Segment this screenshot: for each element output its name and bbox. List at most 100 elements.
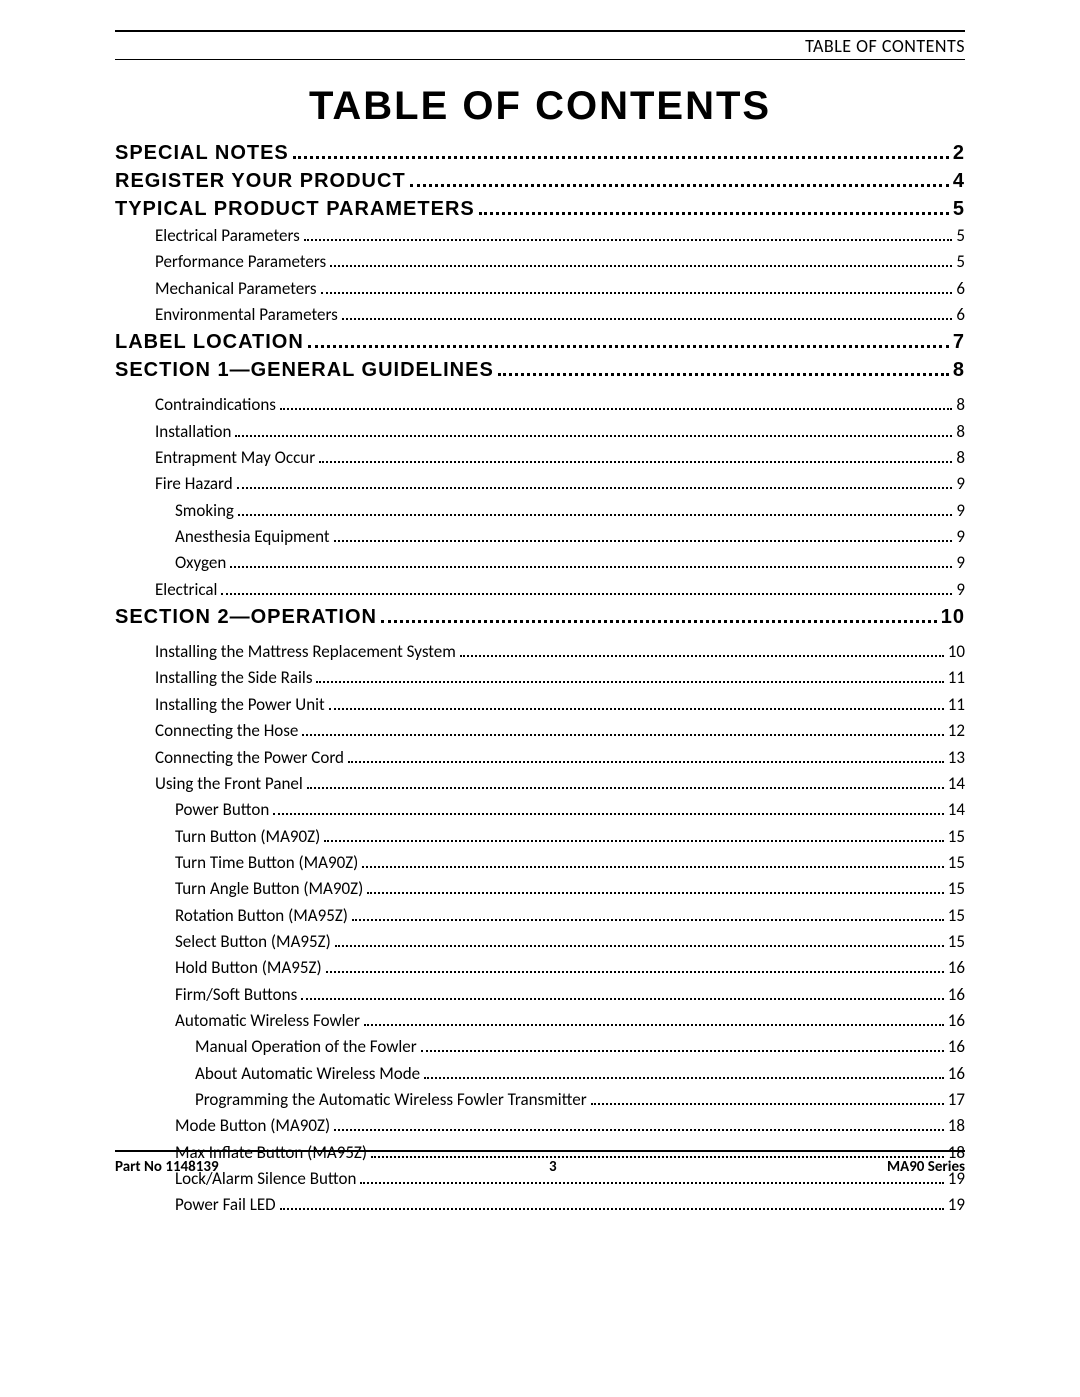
toc-entry-page: 15: [948, 876, 965, 902]
toc-entry-page: 16: [948, 1008, 965, 1034]
toc-entry: Manual Operation of the Fowler16: [115, 1034, 965, 1060]
toc-entry-page: 15: [948, 824, 965, 850]
toc-entry-page: 11: [948, 665, 965, 691]
toc-leader-dots: [335, 932, 944, 947]
toc-entry-page: 4: [953, 167, 965, 195]
page: TABLE OF CONTENTS Table Of Contents Spec…: [115, 30, 965, 1219]
toc-entry-label: Mode Button (MA90Z): [175, 1113, 330, 1139]
toc-leader-dots: [334, 527, 953, 542]
toc-leader-dots: [237, 474, 953, 489]
toc-entry: Installing the Side Rails 11: [115, 665, 965, 691]
toc-entry: Programming the Automatic Wireless Fowle…: [115, 1087, 965, 1113]
toc-entry-page: 9: [956, 498, 965, 524]
toc-leader-dots: [342, 305, 953, 320]
toc-entry-label: Using the Front Panel: [155, 771, 303, 797]
toc-leader-dots: [304, 226, 953, 241]
toc-entry-label: Turn Time Button (MA90Z): [175, 850, 358, 876]
toc-entry: Turn Button (MA90Z) 15: [115, 824, 965, 850]
toc-leader-dots: [321, 278, 953, 293]
toc-entry-page: 18: [948, 1113, 965, 1139]
toc-entry-page: 14: [948, 771, 965, 797]
toc-entry: Environmental Parameters6: [115, 302, 965, 328]
toc-leader-dots: [421, 1037, 944, 1052]
toc-entry-label: Smoking: [175, 498, 234, 524]
toc-entry: Anesthesia Equipment 9: [115, 524, 965, 550]
toc-entry-label: Connecting the Hose: [155, 718, 298, 744]
toc-entry-label: Fire Hazard: [155, 471, 233, 497]
toc-leader-dots: [238, 500, 952, 515]
toc-entry: Rotation Button (MA95Z)15: [115, 903, 965, 929]
toc-entry-label: Oxygen: [175, 550, 226, 576]
toc-leader-dots: [273, 800, 944, 815]
toc-entry-page: 7: [953, 328, 965, 356]
toc-entry-page: 19: [948, 1192, 965, 1218]
toc-entry-page: 12: [948, 718, 965, 744]
toc-entry-label: Connecting the Power Cord: [155, 745, 344, 771]
toc-entry-page: 2: [953, 139, 965, 167]
toc-leader-dots: [324, 826, 943, 841]
toc-entry-label: Performance Parameters: [155, 249, 326, 275]
toc-entry: Installing the Mattress Replacement Syst…: [115, 639, 965, 665]
toc-entry-label: Anesthesia Equipment: [175, 524, 330, 550]
toc-entry: Label Location7: [115, 328, 965, 356]
toc-entry-label: Programming the Automatic Wireless Fowle…: [195, 1087, 587, 1113]
toc-entry-page: 6: [956, 302, 965, 328]
toc-entry-label: Turn Angle Button (MA90Z): [175, 876, 363, 902]
page-title: Table Of Contents: [115, 84, 965, 129]
toc-leader-dots: [302, 721, 943, 736]
toc-leader-dots: [329, 695, 944, 710]
toc-leader-dots: [364, 1011, 944, 1026]
toc-leader-dots: [352, 905, 944, 920]
toc-entry-label: Installing the Mattress Replacement Syst…: [155, 639, 456, 665]
toc-entry-page: 16: [948, 1061, 965, 1087]
footer-page-number: 3: [549, 1158, 557, 1176]
toc-entry-page: 16: [948, 982, 965, 1008]
toc-entry-label: Installation: [155, 419, 231, 445]
toc-entry: Connecting the Hose 12: [115, 718, 965, 744]
toc-entry-page: 17: [948, 1087, 965, 1113]
toc-entry-label: Entrapment May Occur: [155, 445, 315, 471]
toc-leader-dots: [326, 958, 944, 973]
toc-entry: Typical Product Parameters5: [115, 195, 965, 223]
toc-leader-dots: [424, 1063, 944, 1078]
toc-leader-dots: [280, 1195, 944, 1210]
toc-entry-page: 10: [948, 639, 965, 665]
toc-entry-page: 9: [956, 524, 965, 550]
toc-entry: Select Button (MA95Z)15: [115, 929, 965, 955]
toc-entry: Mode Button (MA90Z) 18: [115, 1113, 965, 1139]
toc-entry: Electrical9: [115, 577, 965, 603]
toc-entry-page: 5: [956, 249, 965, 275]
toc-entry-label: Typical Product Parameters: [115, 195, 475, 223]
toc-entry: Turn Time Button (MA90Z)15: [115, 850, 965, 876]
table-of-contents: Special Notes 2Register Your Product4Typi…: [115, 139, 965, 1219]
toc-entry-label: Turn Button (MA90Z): [175, 824, 320, 850]
toc-entry: Section 2—Operation10: [115, 603, 965, 631]
toc-entry-label: Rotation Button (MA95Z): [175, 903, 348, 929]
toc-entry-page: 6: [956, 276, 965, 302]
toc-entry-label: Installing the Side Rails: [155, 665, 312, 691]
footer-rule: [115, 1150, 965, 1152]
toc-leader-dots: [330, 252, 952, 267]
toc-entry: Using the Front Panel 14: [115, 771, 965, 797]
toc-entry: Turn Angle Button (MA90Z) 15: [115, 876, 965, 902]
toc-entry-page: 9: [956, 577, 965, 603]
toc-entry-label: Electrical Parameters: [155, 223, 300, 249]
toc-leader-dots: [307, 774, 944, 789]
toc-entry: Register Your Product4: [115, 167, 965, 195]
toc-entry-page: 8: [956, 445, 965, 471]
toc-leader-dots: [362, 853, 943, 868]
toc-entry: Contraindications8: [115, 392, 965, 418]
toc-leader-dots: [498, 358, 949, 376]
toc-entry-label: Mechanical Parameters: [155, 276, 317, 302]
toc-entry-page: 15: [948, 929, 965, 955]
toc-leader-dots: [230, 553, 952, 568]
toc-entry-page: 8: [956, 392, 965, 418]
footer-row: Part No 1148139 3 MA90 Series: [115, 1158, 965, 1176]
toc-leader-dots: [221, 579, 952, 594]
toc-entry: Power Fail LED 19: [115, 1192, 965, 1218]
toc-entry: Power Button14: [115, 797, 965, 823]
toc-entry-page: 10: [941, 603, 965, 631]
toc-entry-label: Power Fail LED: [175, 1192, 276, 1218]
toc-entry-label: Special Notes: [115, 139, 289, 167]
toc-entry: Special Notes 2: [115, 139, 965, 167]
